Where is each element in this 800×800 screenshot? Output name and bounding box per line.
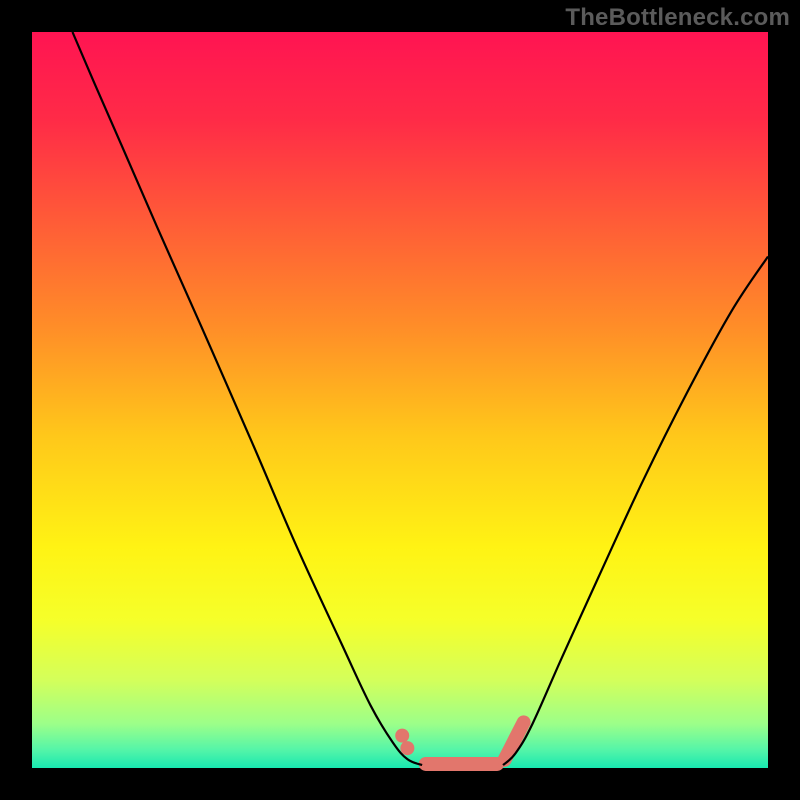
bottleneck-chart	[0, 0, 800, 800]
watermark-text: TheBottleneck.com	[565, 4, 790, 32]
highlight-dot	[400, 741, 414, 755]
gradient-background	[32, 32, 768, 768]
highlight-dot	[395, 729, 409, 743]
chart-stage: TheBottleneck.com	[0, 0, 800, 800]
